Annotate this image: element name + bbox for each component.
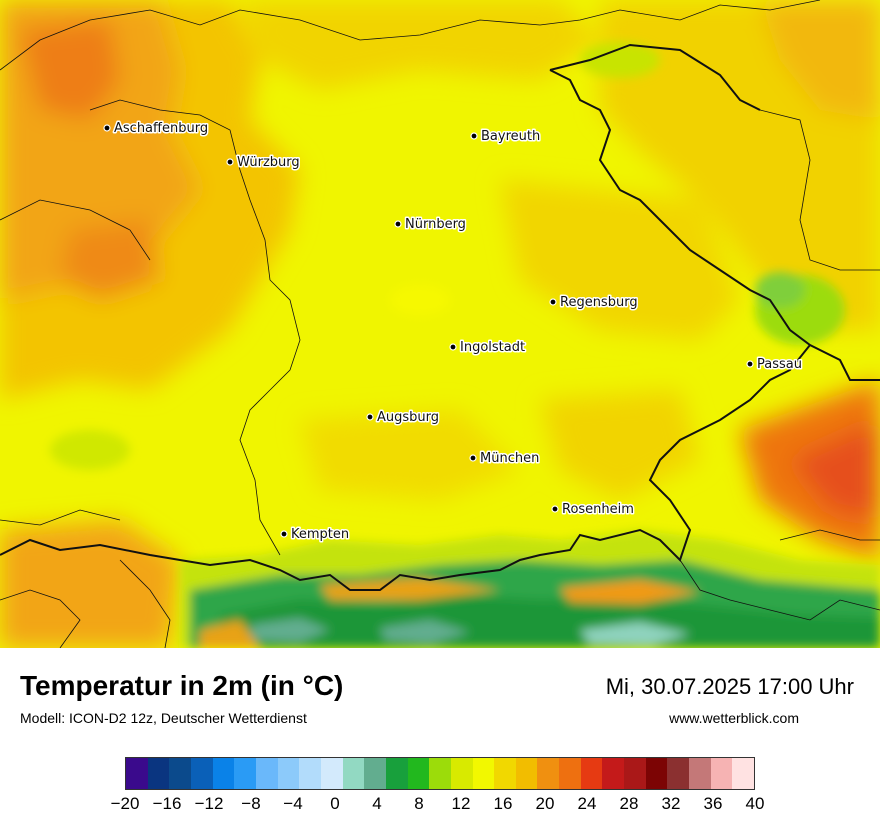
city-rosenheim: Rosenheim [551,501,635,519]
colorbar-swatch [407,758,430,789]
state-and-country-borders [0,0,880,648]
city-label: Regensburg [560,295,638,310]
colorbar-swatch [147,758,170,789]
temperature-field-warm-areas [0,0,880,648]
colorbar-tick-label: −20 [110,794,140,813]
city-dot-icon [549,298,557,306]
colorbar-swatch [624,758,646,789]
colorbar-swatch [299,758,321,789]
city-nuernberg: Nürnberg [394,216,467,234]
model-source: Modell: ICON-D2 12z, Deutscher Wetterdie… [20,710,307,726]
city-label: Rosenheim [562,502,634,517]
colorbar-swatch [320,758,343,789]
city-label: Ingolstadt [460,340,525,355]
colorbar-tick-label: 16 [493,794,513,813]
colorbar-swatch [190,758,213,789]
colorbar-tick-label: 24 [577,794,597,813]
colorbar-swatch [515,758,538,789]
city-dot-icon [469,454,477,462]
colorbar-swatch [364,758,386,789]
colorbar-swatch [494,758,516,789]
temperature-map: Aschaffenburg Würzburg Bayreuth Nürnberg Reg… [0,0,880,648]
forecast-datetime: Mi, 30.07.2025 17:00 Uhr [605,674,854,699]
colorbar-swatch [472,758,495,789]
colorbar-swatch [602,758,625,789]
city-label: Würzburg [237,155,300,170]
city-dot-icon [449,343,457,351]
colorbar-swatch [732,758,755,789]
colorbar-swatch [667,758,690,789]
colorbar-swatch [710,758,733,789]
colorbar-tick-label: 28 [619,794,639,813]
city-label: Passau [757,357,802,372]
colorbar-swatch [385,758,408,789]
city-augsburg: Augsburg [366,409,441,427]
city-ingolstadt: Ingolstadt [449,339,527,357]
city-label: Aschaffenburg [114,121,208,136]
city-label: Nürnberg [405,217,466,232]
website-link[interactable]: www.wetterblick.com [669,710,799,726]
colorbar-swatch [234,758,256,789]
colorbar-tick-label: 12 [451,794,471,813]
city-dot-icon [746,360,754,368]
city-dot-icon [394,220,402,228]
alps-temperature-band [180,530,880,648]
colorbar-tick-label: 20 [535,794,555,813]
colorbar-swatch [537,758,560,789]
city-wuerzburg: Würzburg [226,154,301,172]
city-regensburg: Regensburg [549,294,639,312]
city-label: Augsburg [377,410,439,425]
city-label: Bayreuth [481,129,540,144]
city-passau: Passau [746,356,803,374]
temperature-colorbar [125,757,755,790]
city-muenchen: München [469,450,541,468]
colorbar-swatch [689,758,711,789]
map-title: Temperatur in 2m (in °C) [20,670,344,701]
colorbar-swatch [342,758,365,789]
city-label: Kempten [291,527,349,542]
temperature-field-cool-patches [50,42,845,470]
colorbar-tick-label: 8 [414,794,424,813]
city-dot-icon [551,505,559,513]
colorbar-tick-label: 4 [372,794,382,813]
city-dot-icon [366,413,374,421]
colorbar-swatch [169,758,191,789]
colorbar-tick-label: 0 [330,794,340,813]
colorbar-tick-label: −12 [194,794,224,813]
colorbar-swatch [255,758,278,789]
colorbar-swatch [580,758,603,789]
city-dot-icon [280,530,288,538]
colorbar-tick-label: 40 [745,794,765,813]
city-markers: Aschaffenburg Würzburg Bayreuth Nürnberg Reg… [103,120,803,544]
colorbar-swatch [450,758,473,789]
colorbar-swatch [645,758,668,789]
city-aschaffenburg: Aschaffenburg [103,120,210,138]
city-dot-icon [226,158,234,166]
city-dot-icon [470,132,478,140]
colorbar-tick-labels: −20 −16 −12 −8 −4 0 4 8 12 16 20 24 28 32 36 40 [0,794,880,818]
colorbar-swatch [212,758,235,789]
colorbar-tick-label: −8 [241,794,261,813]
colorbar-swatch [277,758,300,789]
colorbar-swatch [559,758,581,789]
colorbar-tick-label: 32 [661,794,681,813]
colorbar-swatch [126,758,148,789]
colorbar-swatch [429,758,451,789]
city-label: München [480,451,539,466]
colorbar-tick-label: −4 [283,794,303,813]
colorbar-tick-label: 36 [703,794,723,813]
city-bayreuth: Bayreuth [470,128,542,146]
city-dot-icon [103,124,111,132]
city-kempten: Kempten [280,526,351,544]
colorbar-tick-label: −16 [152,794,182,813]
